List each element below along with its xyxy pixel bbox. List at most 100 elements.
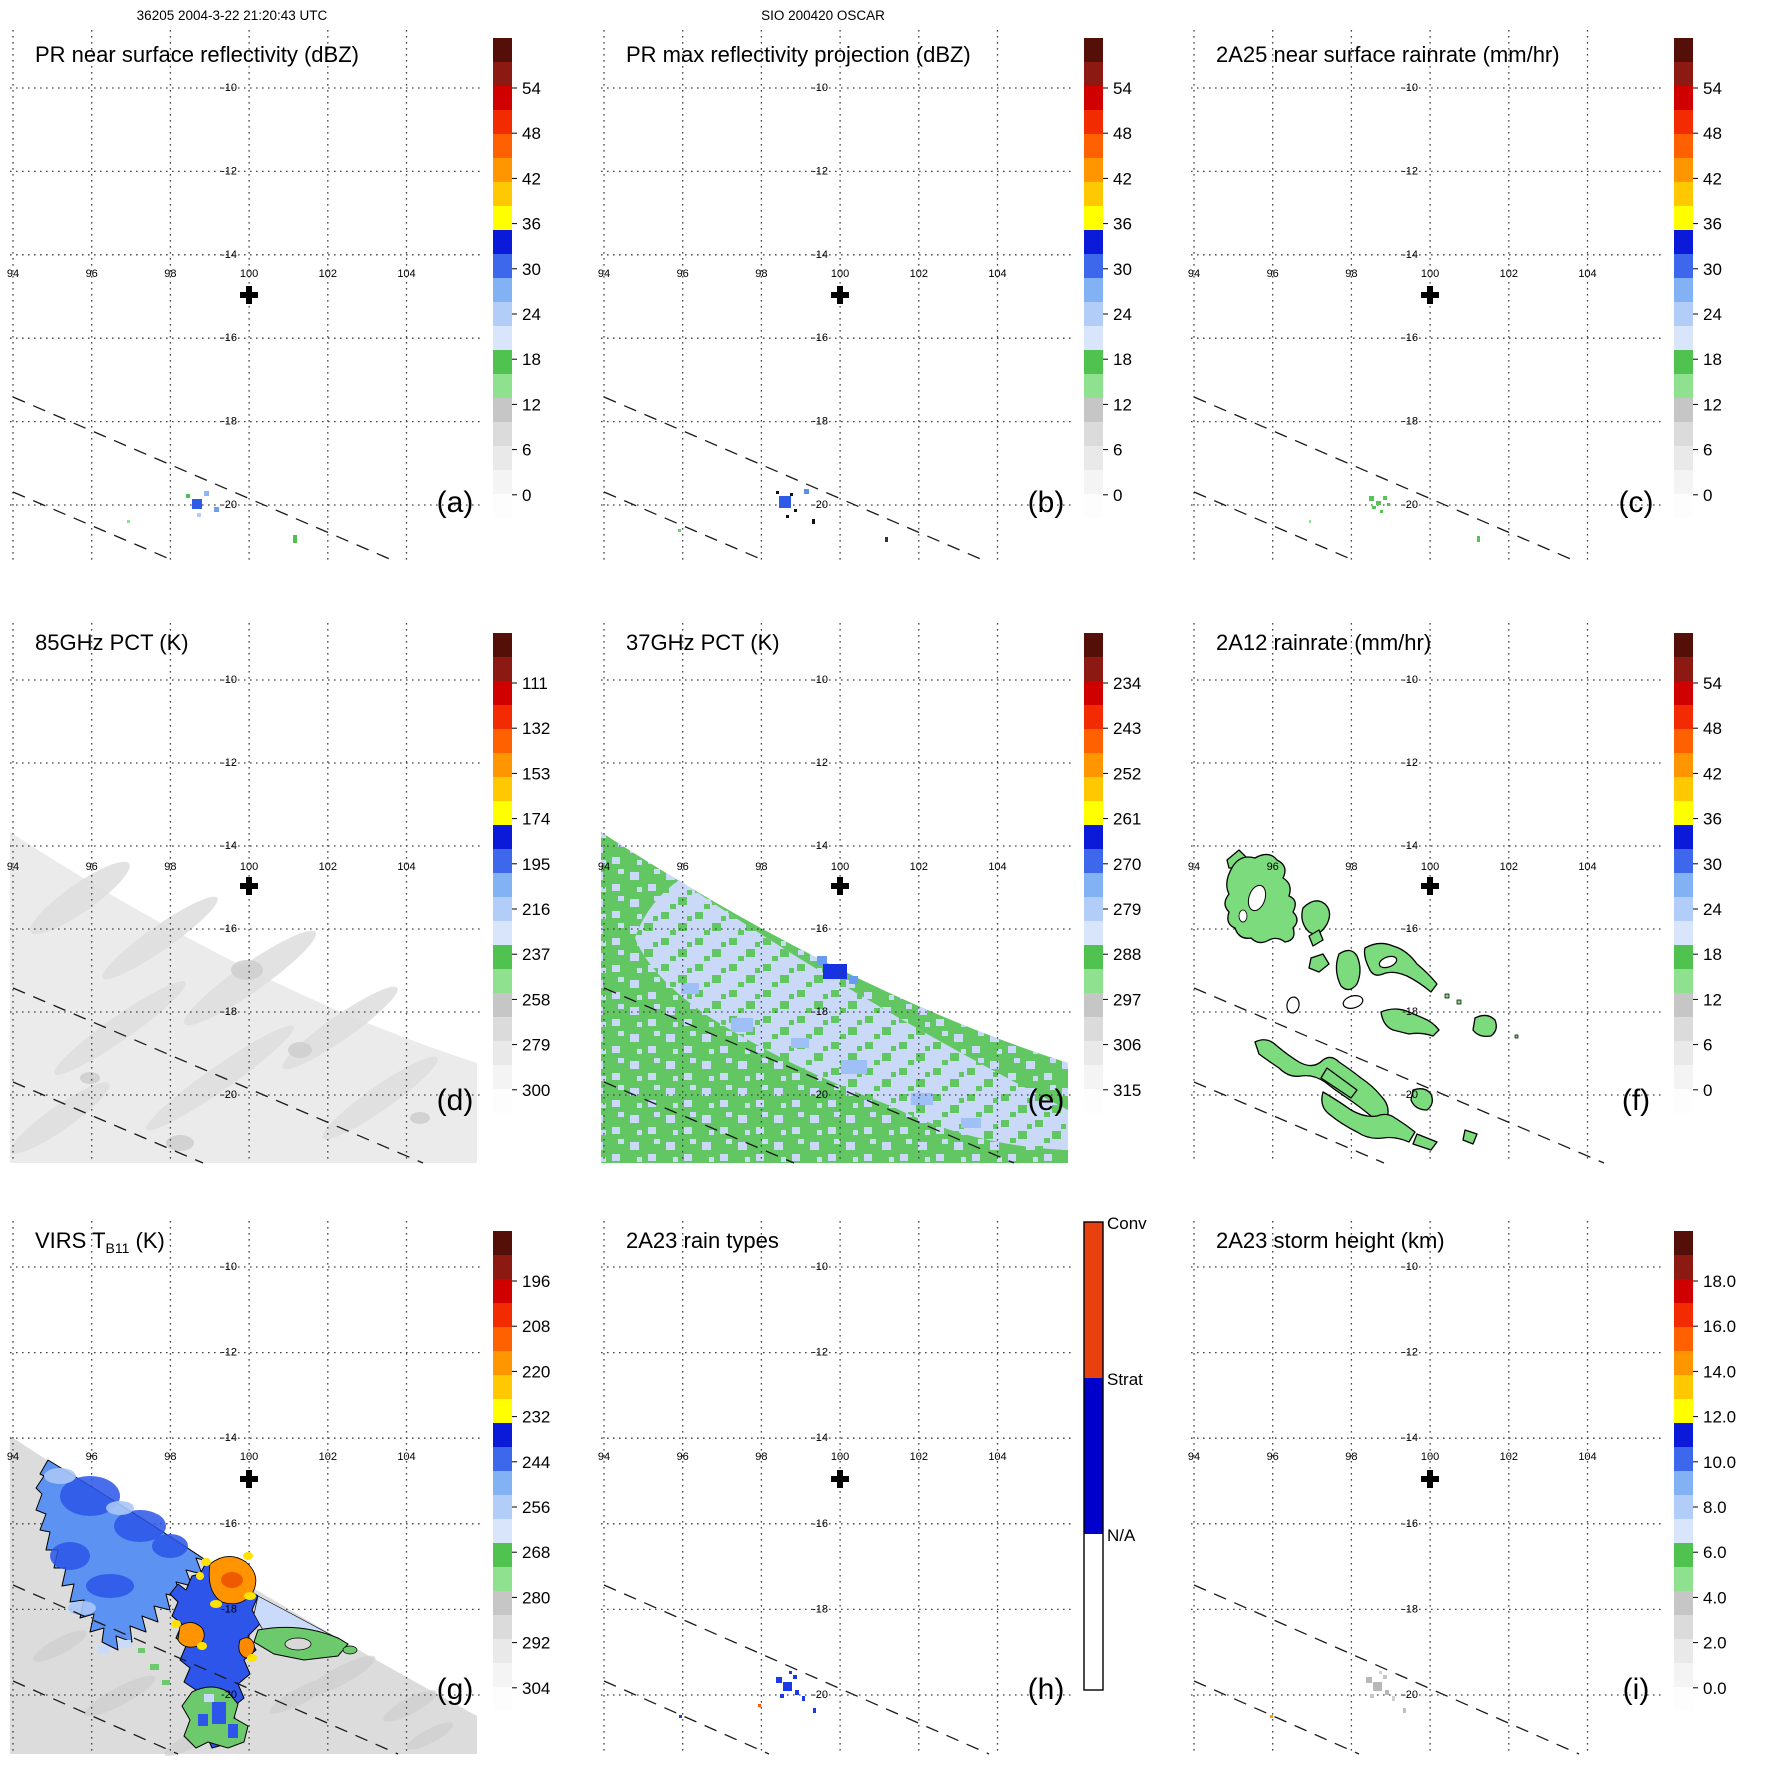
colorbar-tick-label: 244 <box>522 1453 550 1472</box>
pr-swath-edge-line <box>1193 1081 1385 1164</box>
colorbar-tick-label: 24 <box>1703 305 1722 324</box>
colorbar-segment <box>1674 897 1693 921</box>
colorbar-segment <box>1674 705 1693 729</box>
lon-label: 100 <box>1421 861 1439 873</box>
colorbar-tick-label: 18 <box>1113 350 1132 369</box>
colorbar-segment <box>493 969 512 993</box>
colorbar-segment <box>1674 1017 1693 1041</box>
pr-swath-edge-line <box>12 491 173 561</box>
lon-label: 96 <box>677 861 689 873</box>
colorbar-segment <box>493 1687 512 1711</box>
colorbar-tick-label: 12 <box>1703 395 1722 414</box>
lon-label: 98 <box>1345 1451 1357 1463</box>
colorbar-segment <box>1674 38 1693 62</box>
colorbar: 234 243 252 261 270 279 288 297 306 315 <box>1084 633 1141 1113</box>
plus-marker <box>831 877 849 895</box>
corner-label: (c) <box>1619 486 1654 519</box>
corner-label: (d) <box>437 1084 474 1117</box>
panel-title: 2A23 rain types <box>626 1228 779 1253</box>
colorbar-tick-label: 270 <box>1113 855 1141 874</box>
latlon-grid <box>601 1221 1074 1754</box>
lon-label: 96 <box>677 1451 689 1463</box>
colorbar-tick-label: 208 <box>522 1317 550 1336</box>
colorbar-segment <box>1084 849 1103 873</box>
colorbar-tick-label: 252 <box>1113 764 1141 783</box>
colorbar-tick-label: 111 <box>522 674 548 693</box>
panel-i: 94 96 98 100 102 104 -10 -12 -14 -16 -18 -20 2A23 st… <box>1181 1196 1771 1771</box>
lon-label: 94 <box>598 268 610 280</box>
colorbar-segment <box>1674 1375 1693 1399</box>
colorbar-tick-label: 42 <box>1703 764 1722 783</box>
lat-label: -20 <box>221 1689 237 1701</box>
axis-labels: 94 96 98 100 102 104 -10 -12 -14 -16 -18 -20 2A12 ra… <box>1188 630 1650 1117</box>
colorbar-segment <box>493 777 512 801</box>
pr-swath-edge-line <box>603 396 984 561</box>
colorbar-segment <box>1674 1495 1693 1519</box>
plus-marker <box>240 877 258 895</box>
pr-swath-edge-line <box>12 1680 179 1755</box>
axis-labels: 94 96 98 100 102 104 -10 -12 -14 -16 -18 -20 2A25 ne… <box>1188 42 1654 519</box>
lat-label: -12 <box>221 1347 237 1359</box>
pr-swath-edge-line <box>1193 396 1574 561</box>
lat-label: -14 <box>221 840 237 852</box>
colorbar-segment <box>493 422 512 446</box>
colorbar-segment <box>1674 1255 1693 1279</box>
colorbar-segment <box>1084 38 1103 62</box>
lat-label: -14 <box>812 1432 828 1444</box>
colorbar-segment <box>493 1495 512 1519</box>
rain-type-segment <box>1084 1222 1103 1378</box>
colorbar-tick-label: 6 <box>1703 441 1712 460</box>
lat-label: -14 <box>221 249 237 261</box>
lon-label: 96 <box>86 861 98 873</box>
lon-label: 96 <box>1267 861 1279 873</box>
lat-label: -10 <box>1402 82 1418 94</box>
colorbar-segment <box>1674 1567 1693 1591</box>
colorbar-segment <box>1084 494 1103 518</box>
colorbar-segment <box>493 1519 512 1543</box>
colorbar-tick-label: 48 <box>1703 124 1722 143</box>
colorbar-segment <box>493 1041 512 1065</box>
colorbar-segment <box>493 681 512 705</box>
lon-label: 104 <box>1578 268 1596 280</box>
pr-swath-edge-line <box>12 987 424 1164</box>
lat-label: -12 <box>812 165 828 177</box>
colorbar: 18.0 16.0 14.0 12.0 10.0 8.0 6.0 4.0 2.0 0.0 <box>1674 1231 1736 1711</box>
panel-title: 2A25 near surface rainrate (mm/hr) <box>1216 42 1560 67</box>
panel-title: VIRS TB11 (K) <box>35 1228 165 1256</box>
colorbar-segment <box>1674 657 1693 681</box>
panel-g: 94 96 98 100 102 104 -10 -12 -14 -16 -18 -20 VIRS TB… <box>0 1196 590 1771</box>
colorbar-segment <box>1084 897 1103 921</box>
lat-label: -10 <box>221 82 237 94</box>
colorbar-segment <box>1674 1591 1693 1615</box>
colorbar-tick-label: 24 <box>522 305 541 324</box>
colorbar-tick-label: 24 <box>1703 900 1722 919</box>
colorbar-segment <box>1084 86 1103 110</box>
pr-swath-edges <box>1193 1584 1580 1755</box>
colorbar-segment <box>493 38 512 62</box>
colorbar-segment <box>1084 969 1103 993</box>
colorbar-segment <box>1084 705 1103 729</box>
lon-label: 104 <box>397 861 415 873</box>
colorbar: 54 48 42 36 30 24 18 12 6 0 <box>1084 38 1132 518</box>
colorbar-tick-label: 48 <box>522 124 541 143</box>
colorbar-tick-label: 6 <box>1113 441 1122 460</box>
colorbar-segment <box>1674 633 1693 657</box>
lon-label: 94 <box>598 861 610 873</box>
panel-e: 94 96 98 100 102 104 -10 -12 -14 -16 -18 -20 37GHz P… <box>591 598 1181 1201</box>
colorbar-segment <box>1674 801 1693 825</box>
colorbar-tick-label: 279 <box>1113 900 1141 919</box>
colorbar-tick-label: 30 <box>1703 260 1722 279</box>
lat-label: -12 <box>221 165 237 177</box>
lat-label: -18 <box>221 416 237 428</box>
lon-label: 104 <box>1578 1451 1596 1463</box>
lat-label: -10 <box>812 82 828 94</box>
colorbar-segment <box>1674 1399 1693 1423</box>
lat-label: -16 <box>221 1518 237 1530</box>
colorbar-segment <box>493 278 512 302</box>
colorbar-segment <box>493 158 512 182</box>
corner-label: (g) <box>437 1673 474 1706</box>
colorbar-segment <box>493 206 512 230</box>
colorbar-segment <box>493 446 512 470</box>
axis-labels: 94 96 98 100 102 104 -10 -12 -14 -16 -18 -20 85GHz P… <box>7 630 473 1117</box>
colorbar-segment <box>493 993 512 1017</box>
